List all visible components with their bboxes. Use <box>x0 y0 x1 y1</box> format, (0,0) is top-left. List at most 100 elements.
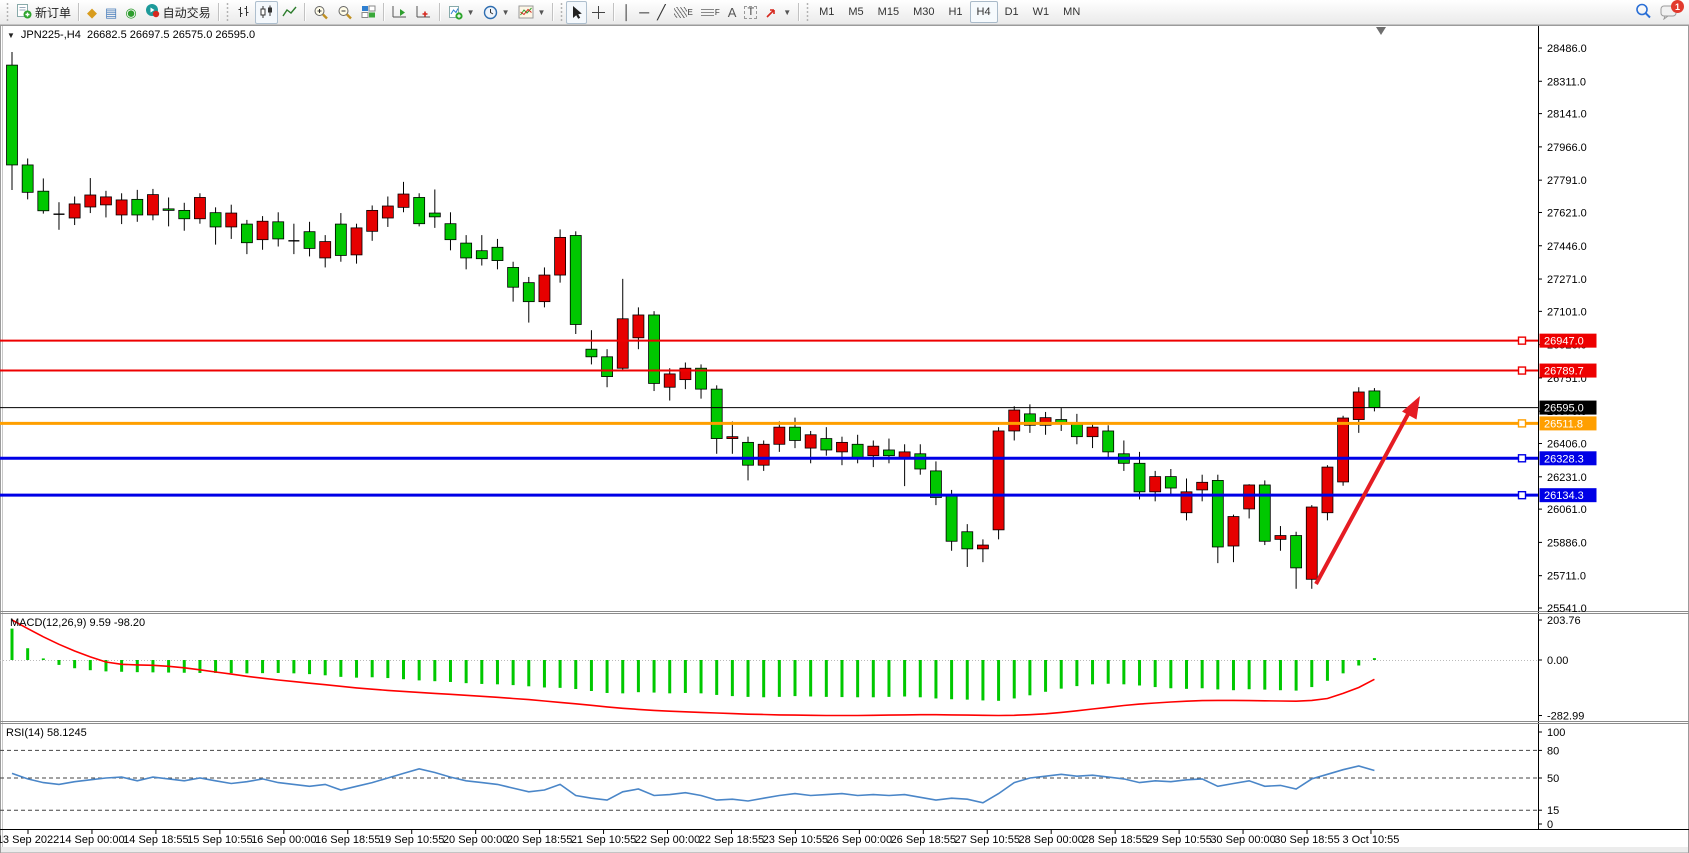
line-chart-button[interactable] <box>278 1 301 24</box>
candle <box>773 426 786 445</box>
candlestick-chart-button[interactable] <box>254 0 278 24</box>
candle <box>225 212 238 228</box>
timeframe-button-M15[interactable]: M15 <box>877 6 900 18</box>
time-axis-label: 15 Sep 10:55 <box>187 834 252 846</box>
candle <box>1164 476 1177 489</box>
time-axis-label: 26 Sep 18:55 <box>891 834 956 846</box>
timeframe-button-MN[interactable]: MN <box>1063 6 1081 18</box>
candle <box>1196 481 1209 491</box>
rsi-axis-label: 80 <box>1547 745 1559 757</box>
toolbar-separator <box>613 3 616 21</box>
notifications-button[interactable]: 1 <box>1660 0 1684 20</box>
chevron-down-icon: ▼ <box>466 7 475 17</box>
equidistant-channel-icon <box>673 6 687 18</box>
timeframe-button-M5[interactable]: M5 <box>848 6 864 18</box>
level-endpoint-marker <box>1517 419 1527 428</box>
timeframe-button-H4[interactable]: H4 <box>969 1 998 23</box>
price-tick-label: 28141.0 <box>1547 109 1587 121</box>
price-level-badge-label: 26789.7 <box>1544 366 1584 378</box>
candle <box>1352 391 1365 420</box>
indicators-button[interactable]: ▼ <box>444 1 479 24</box>
time-axis-label: 16 Sep 00:00 <box>251 834 316 846</box>
candle <box>663 373 676 388</box>
toolbar-drag-handle[interactable] <box>5 3 10 21</box>
new-order-button[interactable]: 新订单 <box>12 1 75 24</box>
templates-button[interactable]: ▼ <box>514 1 550 24</box>
cursor-button[interactable] <box>566 0 588 24</box>
equidistant-channel-button[interactable]: E <box>670 1 697 24</box>
price-tick-label: 27446.0 <box>1547 241 1587 253</box>
candle <box>867 445 880 457</box>
market-watch-button[interactable]: ◆ <box>83 1 101 24</box>
zoom-in-icon <box>314 5 328 19</box>
candle <box>475 250 488 260</box>
toolbar-drag-handle[interactable] <box>224 3 230 21</box>
toolbar-separator <box>303 3 306 21</box>
horizontal-line-button[interactable]: ─ <box>635 1 653 24</box>
candle <box>1258 484 1271 542</box>
auto-scroll-button[interactable] <box>388 1 412 24</box>
vertical-line-icon: │ <box>622 4 632 20</box>
bar-chart-icon <box>238 6 249 17</box>
chart-shift-button[interactable] <box>412 1 436 24</box>
crosshair-button[interactable] <box>587 1 610 24</box>
templates-icon <box>518 5 534 19</box>
candle <box>1290 535 1303 569</box>
timeframe-button-H1[interactable]: H1 <box>948 6 963 18</box>
chart-menu-triangle-icon[interactable]: ▼ <box>7 30 15 40</box>
rsi-indicator-label: RSI(14) 58.1245 <box>6 727 87 739</box>
autotrading-label: 自动交易 <box>162 5 211 20</box>
candle <box>1133 462 1146 493</box>
candle <box>209 212 222 228</box>
candle <box>37 190 50 212</box>
zoom-out-button[interactable] <box>333 1 357 24</box>
candle <box>1039 417 1052 426</box>
candle <box>883 449 895 457</box>
arrows-button[interactable]: ▼ <box>761 1 795 24</box>
candle <box>820 438 833 451</box>
candle <box>632 314 645 339</box>
trendline-button[interactable]: ╱ <box>653 1 669 24</box>
timeframe-button-D1[interactable]: D1 <box>1004 6 1019 18</box>
candle <box>21 164 34 193</box>
candle <box>538 274 551 303</box>
candle <box>381 205 394 219</box>
candle <box>397 193 410 208</box>
price-tick-label: 27791.0 <box>1547 175 1587 187</box>
toolbar-drag-handle[interactable] <box>805 3 811 21</box>
price-level-badge-label: 26134.3 <box>1544 490 1584 502</box>
price-tick-label: 26231.0 <box>1547 472 1587 484</box>
candle <box>100 196 112 206</box>
text-button[interactable]: A <box>724 1 741 24</box>
price-level-badge-label: 26947.0 <box>1544 336 1584 348</box>
timeframe-button-M30[interactable]: M30 <box>913 6 935 18</box>
price-level-badge <box>1539 333 1597 348</box>
fibonacci-button[interactable]: F <box>697 1 724 24</box>
horizontal-line-icon: ─ <box>639 4 650 20</box>
candle <box>147 194 159 216</box>
data-window-icon: ▤ <box>105 4 118 20</box>
vertical-line-button[interactable]: │ <box>618 1 635 24</box>
zoom-in-button[interactable] <box>309 1 333 24</box>
timeframe-button-W1[interactable]: W1 <box>1032 6 1050 18</box>
candle <box>6 64 18 166</box>
tile-windows-button[interactable] <box>357 1 380 24</box>
timeframe-button-M1[interactable]: M1 <box>819 6 835 18</box>
chart-shift-icon <box>416 6 430 18</box>
periods-button[interactable]: ▼ <box>479 1 514 24</box>
price-tick-label: 26406.0 <box>1547 439 1587 451</box>
text-label-button[interactable]: T <box>740 1 761 24</box>
time-axis-label: 22 Sep 18:55 <box>699 834 764 846</box>
candle <box>710 388 723 439</box>
autotrading-button[interactable]: 自动交易 <box>141 1 215 24</box>
search-icon[interactable] <box>1635 3 1652 22</box>
candle <box>1211 480 1224 548</box>
macd-indicator-label: MACD(12,26,9) 9.59 -98.20 <box>10 617 146 629</box>
bar-chart-button[interactable] <box>232 1 255 24</box>
toolbar-drag-handle[interactable] <box>559 3 565 21</box>
candle <box>272 221 285 240</box>
data-window-button[interactable]: ▤ <box>101 1 121 24</box>
navigator-button[interactable]: ◉ <box>121 1 140 24</box>
level-endpoint-marker <box>1517 490 1527 500</box>
